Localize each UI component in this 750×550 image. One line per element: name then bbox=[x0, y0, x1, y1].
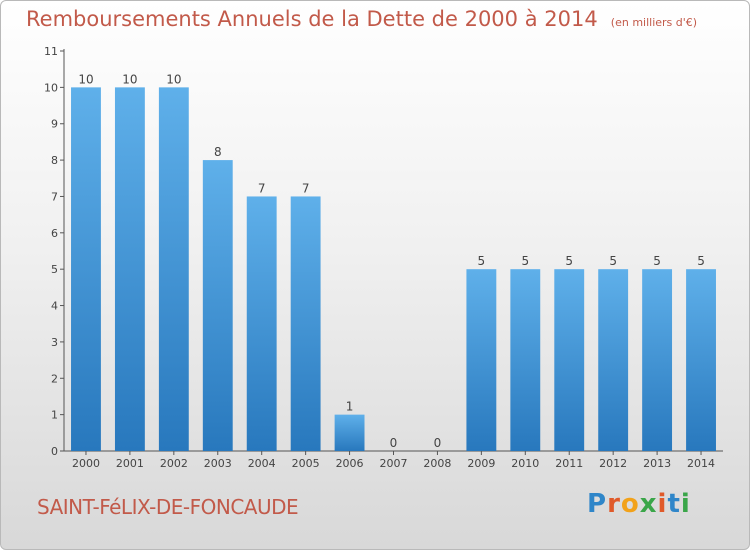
data-label: 0 bbox=[390, 436, 398, 450]
logo-letter: i bbox=[680, 489, 691, 519]
data-label: 7 bbox=[302, 181, 310, 195]
y-tick-label: 6 bbox=[51, 227, 58, 240]
bar bbox=[71, 87, 101, 451]
data-label: 10 bbox=[122, 72, 137, 86]
logo-letter: x bbox=[639, 489, 658, 519]
logo-letter: i bbox=[657, 489, 668, 519]
logo-letter: o bbox=[620, 489, 640, 519]
y-tick-label: 9 bbox=[51, 118, 58, 131]
chart-title: Remboursements Annuels de la Dette de 20… bbox=[26, 7, 598, 31]
x-tick-label: 2011 bbox=[555, 457, 583, 470]
x-tick-label: 2000 bbox=[72, 457, 100, 470]
y-tick-label: 10 bbox=[44, 81, 58, 94]
data-label: 7 bbox=[258, 181, 266, 195]
y-tick-label: 5 bbox=[51, 263, 58, 276]
data-label: 5 bbox=[565, 254, 573, 268]
logo-letter: P bbox=[587, 489, 608, 519]
data-label: 10 bbox=[166, 72, 181, 86]
data-label: 5 bbox=[653, 254, 661, 268]
chart-unit: (en milliers d'€) bbox=[610, 16, 698, 29]
data-label: 5 bbox=[609, 254, 617, 268]
bar bbox=[158, 87, 189, 451]
x-tick-label: 2009 bbox=[467, 457, 495, 470]
data-label: 5 bbox=[697, 254, 705, 268]
data-label: 0 bbox=[434, 436, 442, 450]
data-label: 5 bbox=[478, 254, 486, 268]
y-tick-label: 2 bbox=[51, 372, 58, 385]
x-tick-label: 2004 bbox=[248, 457, 276, 470]
proxiti-logo: Proxiti bbox=[587, 489, 691, 519]
y-tick-label: 4 bbox=[51, 300, 58, 313]
logo-letter: r bbox=[607, 489, 621, 519]
y-tick-label: 1 bbox=[51, 409, 58, 422]
bar bbox=[598, 269, 629, 451]
logo-letter: t bbox=[667, 489, 681, 519]
bar bbox=[202, 160, 233, 451]
x-tick-label: 2003 bbox=[204, 457, 232, 470]
bar bbox=[114, 87, 145, 451]
data-label: 5 bbox=[521, 254, 529, 268]
y-tick-label: 11 bbox=[44, 45, 58, 58]
x-tick-label: 2006 bbox=[336, 457, 364, 470]
bar bbox=[466, 269, 497, 451]
x-tick-label: 2010 bbox=[511, 457, 539, 470]
bar bbox=[642, 269, 673, 451]
data-label: 8 bbox=[214, 145, 222, 159]
y-tick-label: 3 bbox=[51, 336, 58, 349]
x-tick-label: 2002 bbox=[160, 457, 188, 470]
x-tick-label: 2001 bbox=[116, 457, 144, 470]
title-row: Remboursements Annuels de la Dette de 20… bbox=[26, 7, 697, 31]
x-tick-label: 2013 bbox=[643, 457, 671, 470]
bar bbox=[334, 414, 365, 451]
x-tick-label: 2008 bbox=[423, 457, 451, 470]
y-tick-label: 0 bbox=[51, 445, 58, 458]
y-tick-label: 7 bbox=[51, 190, 58, 203]
bar bbox=[686, 269, 716, 451]
data-label: 1 bbox=[346, 400, 354, 414]
bar bbox=[246, 196, 277, 451]
bar bbox=[510, 269, 541, 451]
x-tick-label: 2012 bbox=[599, 457, 627, 470]
bar bbox=[290, 196, 321, 451]
x-tick-label: 2007 bbox=[380, 457, 408, 470]
commune-name: SAINT-FéLIX-DE-FONCAUDE bbox=[37, 495, 299, 519]
y-tick-label: 8 bbox=[51, 154, 58, 167]
bar bbox=[554, 269, 585, 451]
x-tick-label: 2005 bbox=[292, 457, 320, 470]
data-label: 10 bbox=[78, 72, 93, 86]
x-tick-label: 2014 bbox=[687, 457, 715, 470]
